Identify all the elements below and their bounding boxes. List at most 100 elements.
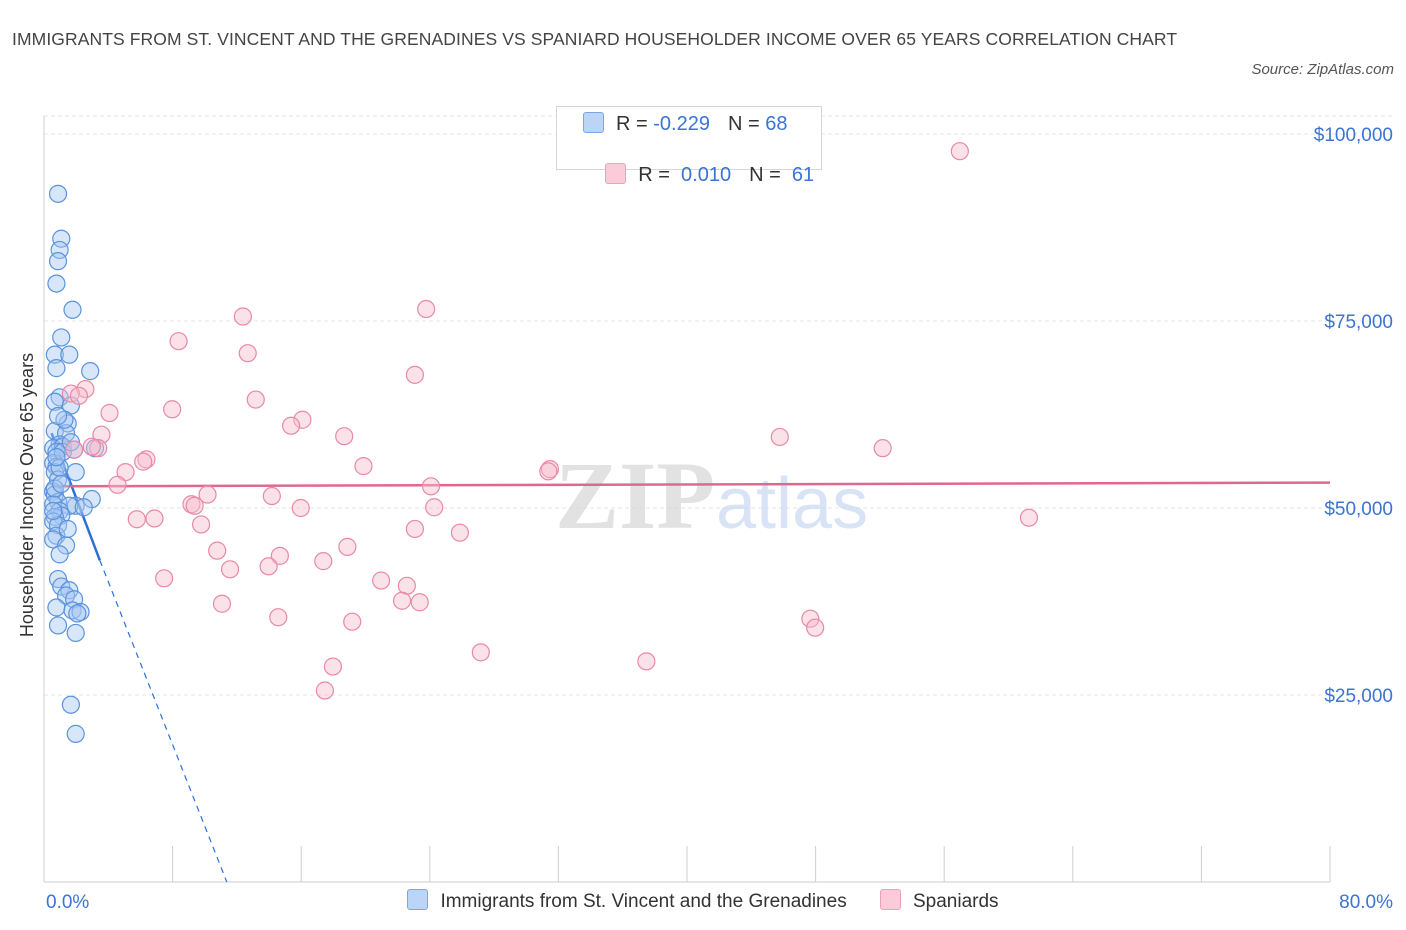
y-tick-label: $100,000	[1314, 125, 1393, 146]
chart-title: IMMIGRANTS FROM ST. VINCENT AND THE GREN…	[12, 29, 1178, 49]
pink-point	[163, 400, 182, 419]
stats-legend-row-pink: R = 0.010 N = 61	[583, 140, 814, 186]
pink-swatch	[879, 889, 901, 910]
series-legend-item-blue: Immigrants from St. Vincent and the Gren…	[407, 889, 847, 913]
pink-trend-line	[51, 481, 1331, 488]
pink-point	[405, 365, 425, 384]
stats-legend: R = -0.229 N = 68 R = 0.010 N = 61	[556, 106, 822, 186]
pink-point	[169, 332, 188, 351]
pink-point	[392, 591, 412, 610]
blue-point	[81, 362, 100, 381]
r-label: R =	[616, 113, 654, 135]
pink-point	[238, 344, 257, 363]
pink-point	[212, 594, 232, 613]
blue-point	[48, 406, 68, 426]
pink-point	[372, 571, 391, 590]
axis-labels: $25,000 $50,000 $75,000 $100,000 0.0% 80.0% Ho…	[17, 125, 1393, 913]
blue-point	[47, 274, 66, 293]
y-tick-label: $75,000	[1324, 312, 1393, 333]
pink-point	[338, 537, 357, 556]
n-label: N =	[727, 113, 766, 135]
pink-point	[421, 477, 441, 496]
pink-point	[770, 427, 789, 447]
pink-point	[233, 307, 252, 326]
r-value: -0.229	[653, 113, 710, 135]
pink-point	[417, 299, 436, 319]
pink-point	[539, 462, 558, 481]
y-tick-label: $25,000	[1324, 686, 1393, 707]
pink-point	[108, 475, 127, 494]
blue-point	[45, 345, 64, 364]
blue-point	[47, 442, 66, 461]
pink-point	[343, 612, 362, 631]
blue-point	[58, 519, 77, 539]
blue-trend-extension	[99, 560, 228, 883]
blue-point	[48, 616, 68, 635]
pink-point	[208, 541, 227, 560]
pink-point	[92, 425, 111, 444]
pink-point	[806, 618, 825, 637]
pink-point	[69, 386, 89, 405]
pink-point	[471, 643, 490, 662]
data-points	[44, 142, 1039, 743]
blue-swatch	[583, 112, 604, 133]
axes	[43, 116, 1331, 883]
blue-point	[48, 184, 68, 203]
blue-point	[63, 300, 82, 319]
blue-point	[47, 598, 66, 617]
pink-point	[100, 403, 119, 423]
blue-point	[52, 229, 71, 248]
n-value: 68	[765, 113, 788, 135]
pink-point	[293, 410, 312, 429]
pink-swatch	[605, 163, 627, 184]
pink-point	[220, 560, 240, 579]
pink-point	[65, 440, 84, 459]
watermark-zip: ZIP	[555, 442, 715, 549]
pink-point	[637, 652, 656, 671]
n-value: 61	[786, 164, 815, 186]
blue-point	[50, 545, 69, 564]
pink-point	[76, 379, 95, 399]
pink-point	[137, 450, 156, 469]
series-legend-item-pink: Spaniards	[879, 889, 999, 913]
grid-lines	[44, 115, 1392, 696]
pink-point	[450, 523, 470, 542]
pink-point	[335, 427, 354, 446]
blue-point	[60, 581, 79, 600]
stats-legend-row-blue: R = -0.229 N = 68	[583, 112, 787, 136]
blue-point	[66, 724, 85, 743]
pink-point	[89, 439, 108, 458]
pink-point	[323, 657, 343, 676]
watermark: ZIP atlas	[555, 442, 868, 549]
pink-point	[425, 498, 444, 517]
pink-point	[801, 609, 820, 628]
pink-point	[315, 681, 334, 700]
pink-point	[262, 486, 281, 506]
blue-point	[68, 604, 87, 623]
blue-point	[50, 240, 69, 260]
pink-point	[246, 390, 265, 409]
blue-point	[66, 462, 85, 482]
pink-point	[134, 452, 153, 471]
blue-point	[48, 252, 68, 271]
blue-point	[44, 501, 63, 521]
chart-source: Source: ZipAtlas.com	[1251, 61, 1394, 78]
blue-point	[47, 448, 66, 467]
pink-point	[282, 416, 301, 435]
blue-point	[60, 345, 79, 364]
r-label: R =	[638, 164, 676, 186]
blue-point	[52, 328, 71, 347]
watermark-atlas: atlas	[716, 464, 868, 544]
pink-point	[155, 569, 174, 588]
y-axis-label: Householder Income Over 65 years	[17, 353, 37, 637]
pink-point	[145, 509, 164, 528]
n-label: N =	[749, 164, 787, 186]
blue-point	[66, 623, 85, 643]
r-value: 0.010	[675, 164, 732, 186]
blue-point	[47, 359, 66, 378]
pink-point	[259, 557, 278, 576]
series-legend: Immigrants from St. Vincent and the Gren…	[0, 889, 1406, 913]
pink-point	[291, 498, 310, 518]
pink-point	[1019, 508, 1039, 527]
